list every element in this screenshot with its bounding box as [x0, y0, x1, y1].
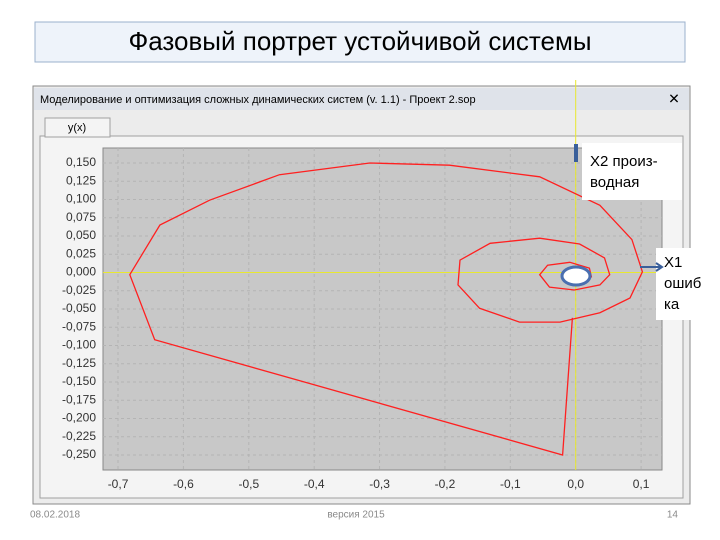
annotation: X2 произ-водная: [590, 153, 658, 191]
y-tick-label: -0,075: [62, 319, 96, 333]
y-tick-label: 0,025: [66, 246, 96, 260]
x-tick-label: -0,5: [238, 477, 259, 491]
y-tick-label: 0,125: [66, 173, 96, 187]
title-box: [34, 21, 686, 63]
x-tick-label: -0,4: [304, 477, 325, 491]
annotation-line: X1: [664, 254, 682, 271]
tab[interactable]: [44, 117, 111, 138]
origin-marker: [560, 265, 592, 287]
annotation-line: ка: [664, 296, 680, 313]
window-title: Моделирование и оптимизация сложных дина…: [40, 94, 476, 106]
footer-page: 14: [667, 510, 679, 521]
plot-area: [102, 147, 663, 471]
annotation-box: [656, 248, 720, 320]
x-tick-label: -0,7: [108, 477, 129, 491]
y-tick-label: -0,050: [62, 301, 96, 315]
y-tick-label: -0,125: [62, 356, 96, 370]
x-tick-label: 0,0: [567, 477, 584, 491]
y-tick-label: -0,025: [62, 283, 96, 297]
y-tick-label: -0,150: [62, 374, 96, 388]
slide-title: Фазовый портрет устойчивой системы: [128, 26, 591, 56]
x-tick-label: -0,1: [500, 477, 521, 491]
annotation: X1 ошиб ка: [664, 254, 701, 313]
x-tick-label: -0,3: [369, 477, 390, 491]
y-tick-label: 0,150: [66, 155, 96, 169]
trajectory: [129, 162, 644, 456]
annotation-line: водная: [590, 174, 639, 191]
annotation-pointer: [574, 144, 578, 162]
annotation-line: X2 произ-: [590, 153, 658, 170]
annotation-box: [582, 143, 682, 200]
y-tick-label: -0,200: [62, 411, 96, 425]
y-tick-label: -0,250: [62, 447, 96, 461]
annotation-arrow: [640, 262, 664, 272]
x-tick-label: -0,6: [173, 477, 194, 491]
footer-version: версия 2015: [327, 510, 385, 521]
close-button[interactable]: ✕: [668, 91, 680, 107]
window-titlebar: [34, 88, 689, 110]
y-tick-label: 0,000: [66, 265, 96, 279]
y-tick-label: 0,075: [66, 210, 96, 224]
y-tick-label: 0,100: [66, 192, 96, 206]
y-tick-label: -0,100: [62, 338, 96, 352]
y-tick-label: 0,050: [66, 228, 96, 242]
x-tick-label: 0,1: [633, 477, 650, 491]
y-tick-label: -0,175: [62, 392, 96, 406]
footer-date: 08.02.2018: [30, 510, 80, 521]
x-tick-label: -0,2: [435, 477, 456, 491]
annotation-line: ошиб: [664, 275, 701, 292]
tab-label: y(x): [68, 122, 86, 134]
y-tick-label: -0,225: [62, 429, 96, 443]
